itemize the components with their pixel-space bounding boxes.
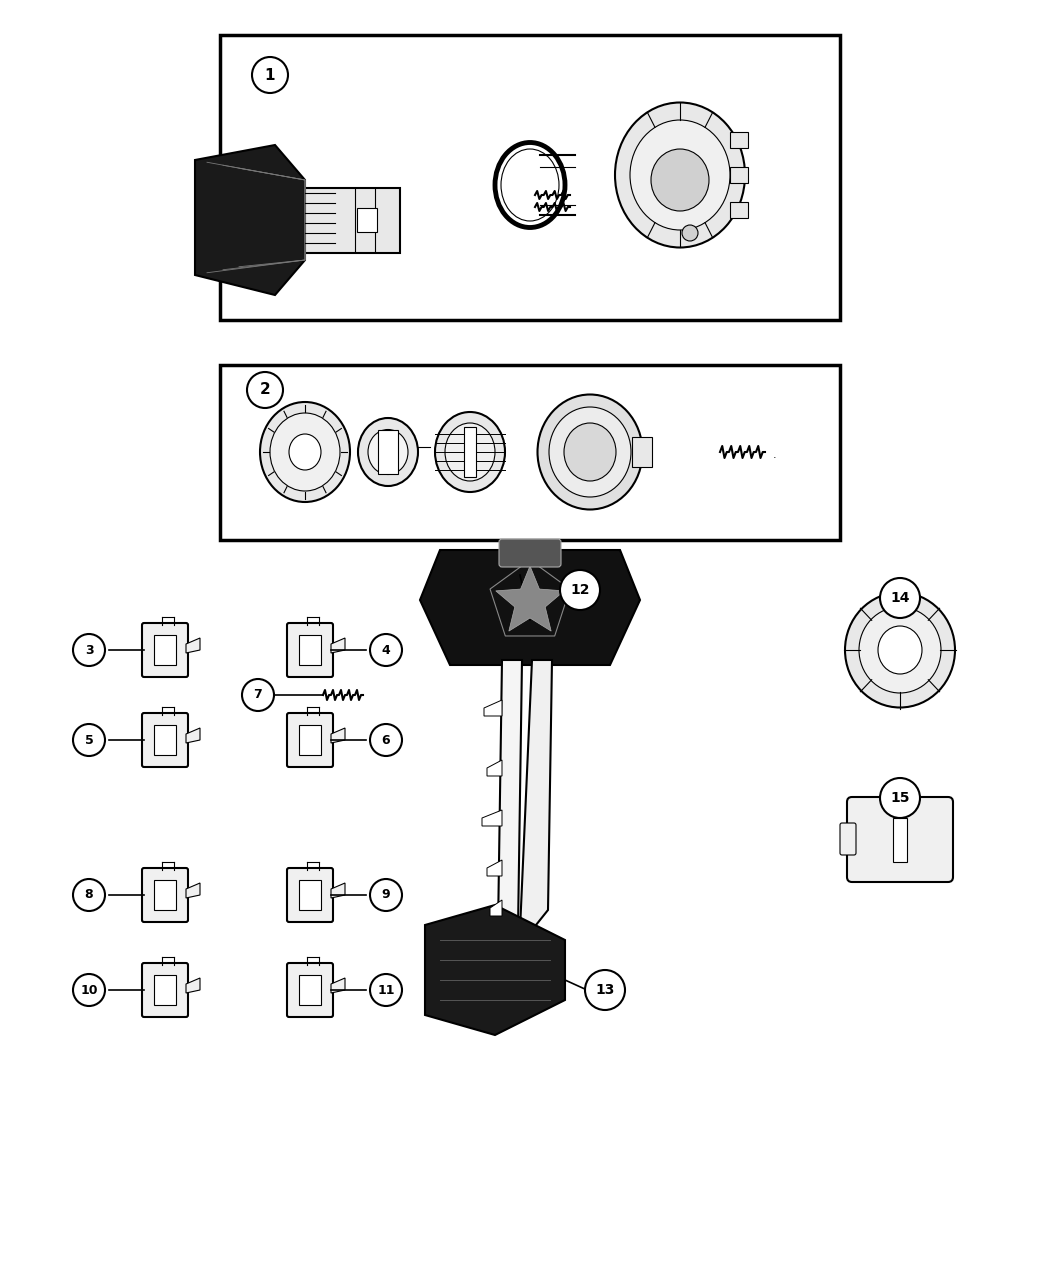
FancyBboxPatch shape [840,822,856,856]
Bar [299,975,321,1005]
Text: 7: 7 [254,688,262,701]
Bar [154,635,176,666]
Polygon shape [186,884,200,898]
Bar [632,437,652,467]
Bar [154,975,176,1005]
Ellipse shape [564,423,616,481]
Ellipse shape [495,143,565,227]
FancyBboxPatch shape [287,963,333,1017]
Ellipse shape [538,394,643,510]
Text: 6: 6 [382,733,391,746]
FancyBboxPatch shape [499,539,561,567]
Circle shape [252,57,288,93]
Polygon shape [487,861,502,876]
Ellipse shape [435,412,505,492]
Polygon shape [420,550,640,666]
FancyBboxPatch shape [287,868,333,922]
Bar [299,725,321,755]
Text: 5: 5 [85,733,93,746]
Polygon shape [425,905,565,1035]
Circle shape [247,372,284,408]
Bar [730,133,748,148]
Polygon shape [482,810,502,826]
Bar [220,365,840,541]
Bar [730,201,748,218]
Circle shape [74,974,105,1006]
Bar [357,208,377,232]
Polygon shape [520,660,552,929]
Circle shape [370,974,402,1006]
Polygon shape [195,145,304,295]
FancyBboxPatch shape [142,963,188,1017]
Circle shape [370,634,402,666]
Ellipse shape [549,407,631,497]
Bar [220,34,840,320]
Circle shape [74,634,105,666]
FancyBboxPatch shape [847,797,953,882]
Ellipse shape [289,434,321,470]
Polygon shape [484,700,502,717]
Text: 13: 13 [595,983,614,997]
Text: .: . [773,450,777,460]
Circle shape [242,680,274,711]
Ellipse shape [270,413,340,491]
Ellipse shape [630,120,730,230]
Text: 15: 15 [890,790,909,805]
FancyBboxPatch shape [287,623,333,677]
Bar [730,167,748,184]
Text: 2: 2 [259,382,271,398]
Polygon shape [331,978,345,993]
FancyBboxPatch shape [142,868,188,922]
Ellipse shape [845,593,956,708]
Polygon shape [490,900,502,915]
Ellipse shape [368,430,408,474]
Circle shape [880,578,920,618]
Text: 11: 11 [377,983,395,997]
FancyBboxPatch shape [142,713,188,768]
Circle shape [370,878,402,912]
Ellipse shape [445,423,495,481]
Polygon shape [186,728,200,743]
FancyBboxPatch shape [142,623,188,677]
Bar [378,430,398,474]
Bar [299,635,321,666]
Polygon shape [186,978,200,993]
Text: 9: 9 [382,889,391,901]
Polygon shape [331,884,345,898]
Polygon shape [331,638,345,653]
Circle shape [560,570,600,609]
Polygon shape [498,660,522,929]
Text: 1: 1 [265,68,275,83]
Ellipse shape [260,402,350,502]
Text: 8: 8 [85,889,93,901]
Ellipse shape [651,149,709,210]
Polygon shape [496,566,564,631]
Bar [154,725,176,755]
Bar [464,427,476,477]
FancyBboxPatch shape [287,713,333,768]
Ellipse shape [615,102,746,247]
Bar [154,880,176,910]
Ellipse shape [878,626,922,674]
Bar [304,187,400,252]
Polygon shape [487,760,502,776]
Text: 12: 12 [570,583,590,597]
Text: 14: 14 [890,592,909,606]
Ellipse shape [501,149,559,221]
Polygon shape [186,638,200,653]
Ellipse shape [859,607,941,694]
Circle shape [74,878,105,912]
Circle shape [682,224,698,241]
Circle shape [880,778,920,819]
Bar [892,819,907,862]
Polygon shape [331,728,345,743]
Bar [299,880,321,910]
Circle shape [585,970,625,1010]
Circle shape [74,724,105,756]
Text: 3: 3 [85,644,93,657]
Circle shape [370,724,402,756]
Text: 4: 4 [381,644,391,657]
Text: 10: 10 [80,983,98,997]
Ellipse shape [358,418,418,486]
